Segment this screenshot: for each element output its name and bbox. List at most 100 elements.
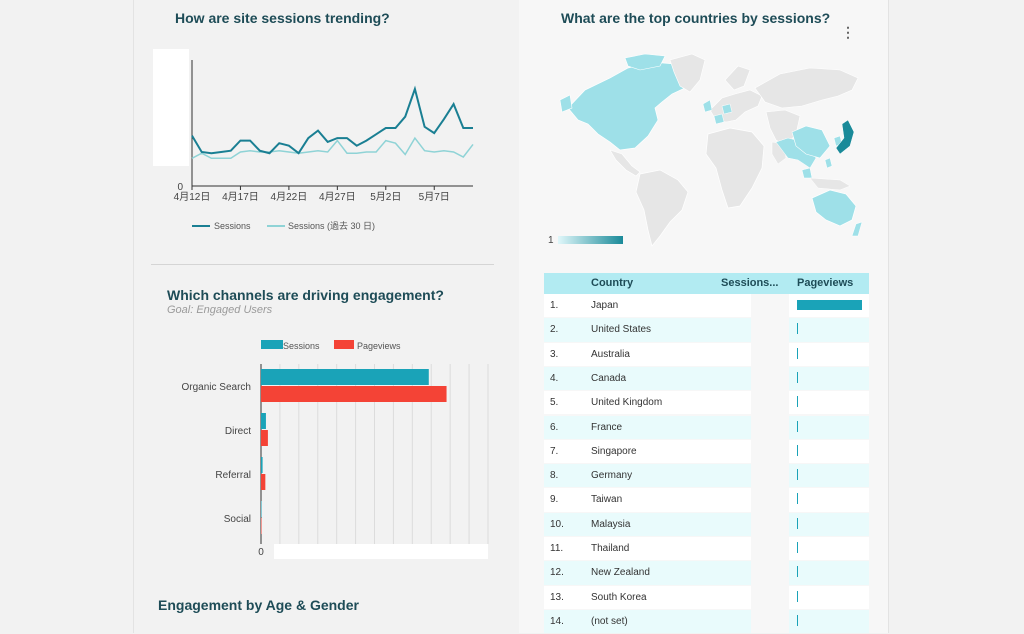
table-row[interactable]: 3. Australia (544, 342, 869, 367)
series-line-sessions (191, 85, 473, 155)
row-country: New Zealand (591, 567, 650, 579)
table-row[interactable]: 5. United Kingdom (544, 391, 869, 415)
row-country: United States (591, 324, 652, 336)
row-background (789, 537, 869, 561)
category-label: Referral (215, 470, 251, 481)
channels-bar-chart: Sessions Pageviews Organic Search Direct R… (182, 340, 489, 559)
row-background (789, 609, 869, 634)
bar-sessions[interactable] (261, 369, 429, 385)
map-france (713, 113, 725, 125)
bar-sessions[interactable] (261, 501, 262, 517)
map-central-america (609, 149, 641, 177)
row-background (789, 366, 869, 391)
category-label: Organic Search (182, 382, 251, 393)
map-china (791, 125, 831, 159)
pageviews-bar (797, 493, 798, 505)
row-background (544, 294, 751, 318)
table-row[interactable]: 14. (not set) (544, 609, 869, 634)
map-scandinavia (724, 65, 751, 91)
pageviews-bar (797, 542, 798, 553)
row-rank: 1. (550, 300, 559, 311)
row-background (789, 342, 869, 366)
col-header-sessions[interactable]: Sessions... (721, 277, 779, 289)
row-background (544, 585, 751, 609)
row-background (544, 342, 751, 366)
pageviews-bar (797, 371, 798, 383)
table-row[interactable]: 11. Thailand (544, 537, 869, 561)
legend-label-previous: Sessions (過去 30 日) (288, 220, 375, 231)
bar-sessions[interactable] (261, 413, 266, 429)
row-background (789, 439, 869, 464)
kebab-menu-icon[interactable]: ⋮ (841, 24, 855, 40)
x-tick-label: 4月27日 (319, 191, 356, 203)
map-title: What are the top countries by sessions? (561, 10, 831, 26)
col-header-country[interactable]: Country (591, 277, 634, 289)
row-country: Taiwan (591, 494, 623, 506)
table-row[interactable]: 6. France (544, 415, 869, 440)
table-row[interactable]: 9. Taiwan (544, 488, 869, 512)
world-map: 1 (548, 53, 863, 247)
col-header-pageviews[interactable]: Pageviews (797, 277, 854, 289)
row-background (544, 439, 751, 464)
x-tick-label: 4月12日 (174, 191, 211, 203)
bar-pageviews[interactable] (261, 474, 266, 490)
map-russia (754, 67, 859, 109)
age-gender-title: Engagement by Age & Gender (158, 597, 359, 613)
bar-pageviews[interactable] (261, 430, 268, 446)
row-country: Canada (591, 372, 627, 384)
row-rank: 11. (550, 543, 564, 554)
row-background (789, 512, 869, 536)
table-row[interactable]: 13. South Korea (544, 585, 869, 610)
table-row[interactable]: 8. Germany (544, 464, 869, 488)
map-south-america (635, 169, 689, 247)
pageviews-bar (797, 323, 798, 335)
legend-swatch-sessions (261, 340, 283, 349)
row-background (544, 415, 751, 439)
row-background (544, 488, 751, 512)
x-zero-label: 0 (258, 547, 264, 558)
row-rank: 10. (550, 518, 564, 530)
row-rank: 5. (550, 397, 559, 409)
x-tick-label: 5月2日 (370, 191, 401, 203)
row-rank: 9. (550, 494, 559, 506)
row-background (544, 537, 751, 561)
map-north-america (567, 61, 691, 151)
bar-pageviews[interactable] (261, 518, 262, 534)
map-canadian-arctic (624, 53, 666, 71)
x-tick-label: 4月17日 (222, 191, 259, 203)
row-rank: 14. (550, 615, 564, 627)
row-country: United Kingdom (591, 397, 663, 409)
table-row[interactable]: 2. United States (544, 318, 869, 342)
pageviews-bar (797, 444, 798, 456)
category-label: Direct (225, 426, 251, 437)
legend-label-sessions: Sessions (214, 221, 251, 231)
row-rank: 3. (550, 348, 559, 360)
x-tick-label: 4月22日 (271, 191, 308, 203)
table-row[interactable]: 7. Singapore (544, 439, 869, 464)
y-axis-mask (153, 49, 189, 166)
bar-sessions[interactable] (261, 457, 263, 473)
row-country: Australia (591, 348, 630, 360)
row-country: Malaysia (591, 518, 631, 530)
row-background (789, 561, 869, 585)
x-axis-mask (274, 544, 488, 559)
map-indonesia (809, 177, 851, 191)
table-row[interactable]: 4. Canada (544, 366, 869, 391)
table-row[interactable]: 10. Malaysia (544, 512, 869, 537)
map-uk (702, 99, 713, 113)
bar-pageviews[interactable] (261, 386, 447, 402)
legend-swatch-pageviews (334, 340, 354, 349)
row-background (544, 561, 751, 585)
row-country: South Korea (591, 591, 647, 603)
pageviews-bar (797, 517, 798, 529)
pageviews-bar (797, 420, 798, 432)
table-row[interactable]: 12. New Zealand (544, 561, 869, 585)
row-background (789, 464, 869, 488)
pageviews-bar (797, 300, 862, 310)
map-australia (811, 189, 857, 227)
map-legend-gradient (558, 236, 623, 244)
pageviews-bar (797, 566, 798, 578)
table-row[interactable]: 1. Japan (544, 294, 869, 318)
legend-label-sessions: Sessions (283, 341, 320, 351)
pageviews-bar (797, 614, 798, 626)
